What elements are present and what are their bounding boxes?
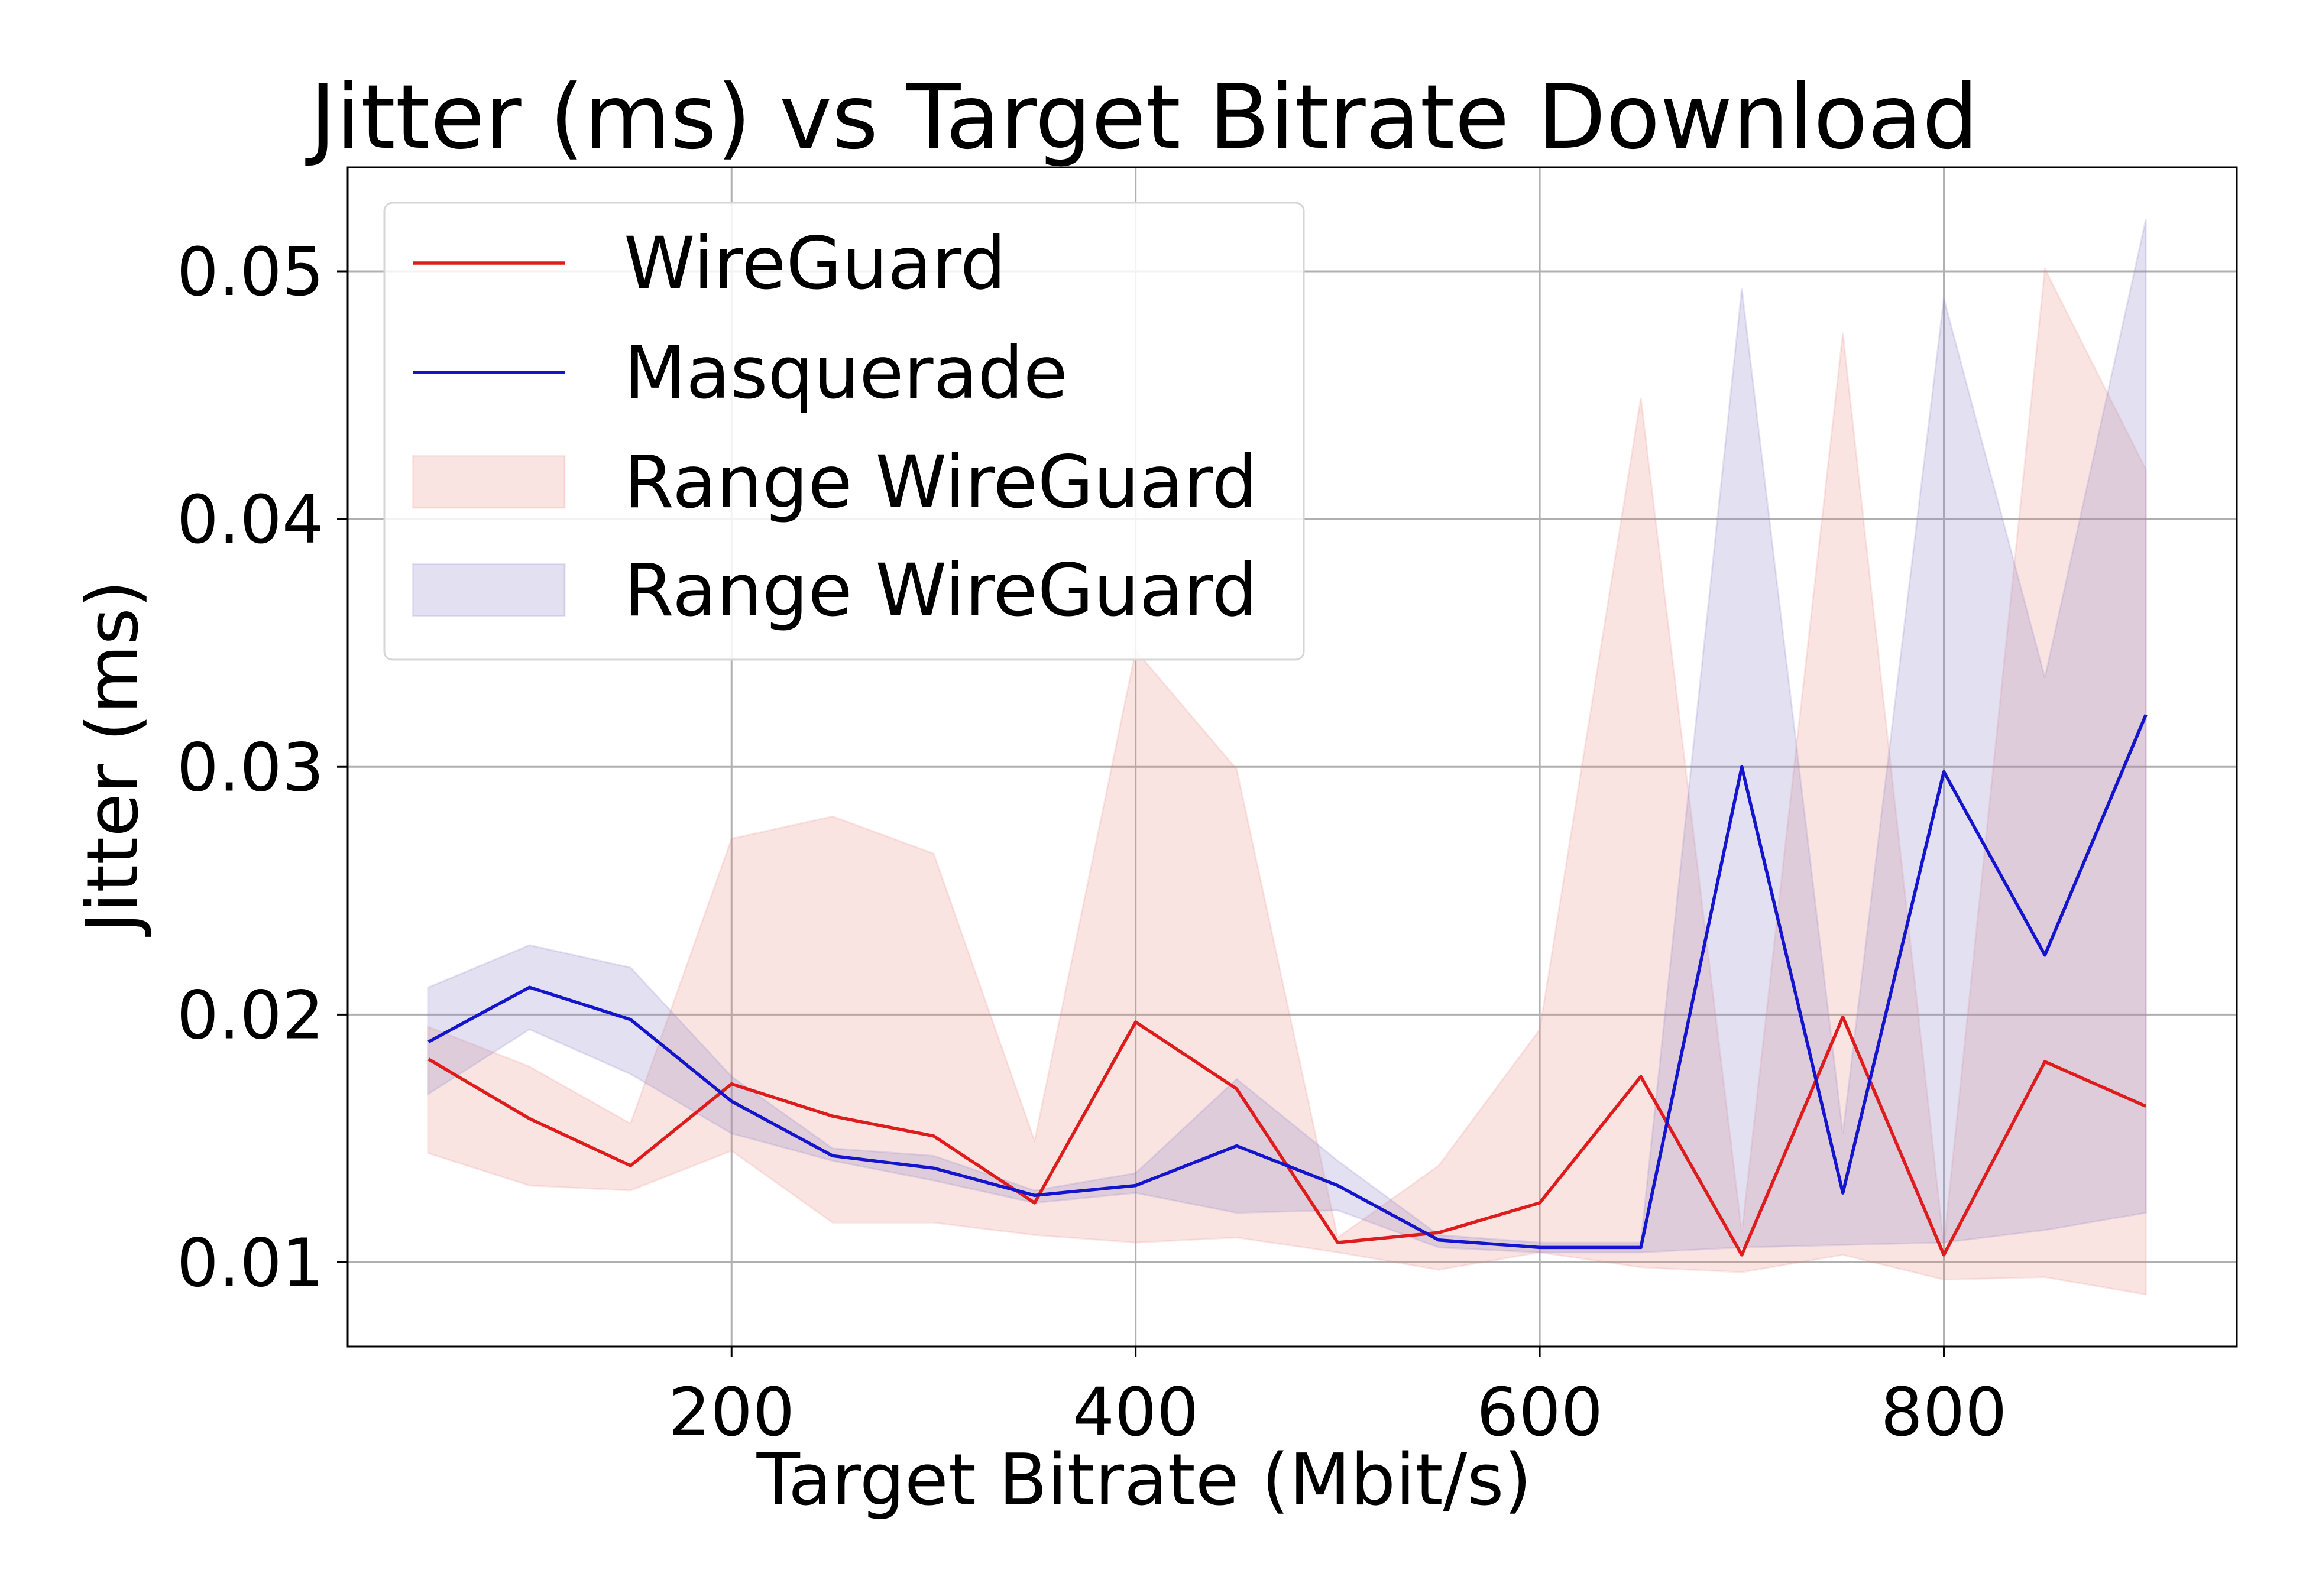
y-tick-label: 0.03 [177, 729, 324, 806]
legend-swatch-band-2 [412, 455, 566, 509]
y-tick-label: 0.04 [177, 482, 324, 559]
y-tick-label: 0.05 [177, 234, 324, 311]
legend-label: Range WireGuard [624, 549, 1258, 632]
x-tick-label: 400 [1073, 1374, 1199, 1451]
range-band-3 [427, 219, 2147, 1254]
legend-label: Range WireGuard [624, 440, 1258, 524]
plot-frame [346, 166, 2238, 1348]
y-tick-label: 0.02 [177, 977, 324, 1054]
chart-title: Jitter (ms) vs Target Bitrate Download [305, 66, 1978, 169]
series-line-masquerade [427, 714, 2148, 1250]
range-band-2 [427, 265, 2147, 1296]
axis-ticks: 200 400 600 800 0.01 0.02 0.03 0.04 0.05 [177, 234, 2007, 1451]
y-axis-label: Jitter (ms) [72, 580, 154, 937]
legend-label: WireGuard [624, 222, 1006, 306]
x-tick-label: 600 [1476, 1374, 1603, 1451]
series-lines [427, 714, 2148, 1257]
legend-label: Masquerade [624, 331, 1068, 415]
y-tick-label: 0.01 [177, 1225, 324, 1302]
x-tick-label: 800 [1881, 1374, 2007, 1451]
x-tick-label: 200 [668, 1374, 795, 1451]
legend: WireGuard Masquerade Range WireGuard Range … [383, 202, 1305, 661]
legend-swatch-band-3 [412, 563, 566, 617]
legend-box [383, 202, 1305, 661]
x-axis-label: Target Bitrate (Mbit/s) [756, 1439, 1532, 1522]
range-bands [427, 219, 2147, 1296]
